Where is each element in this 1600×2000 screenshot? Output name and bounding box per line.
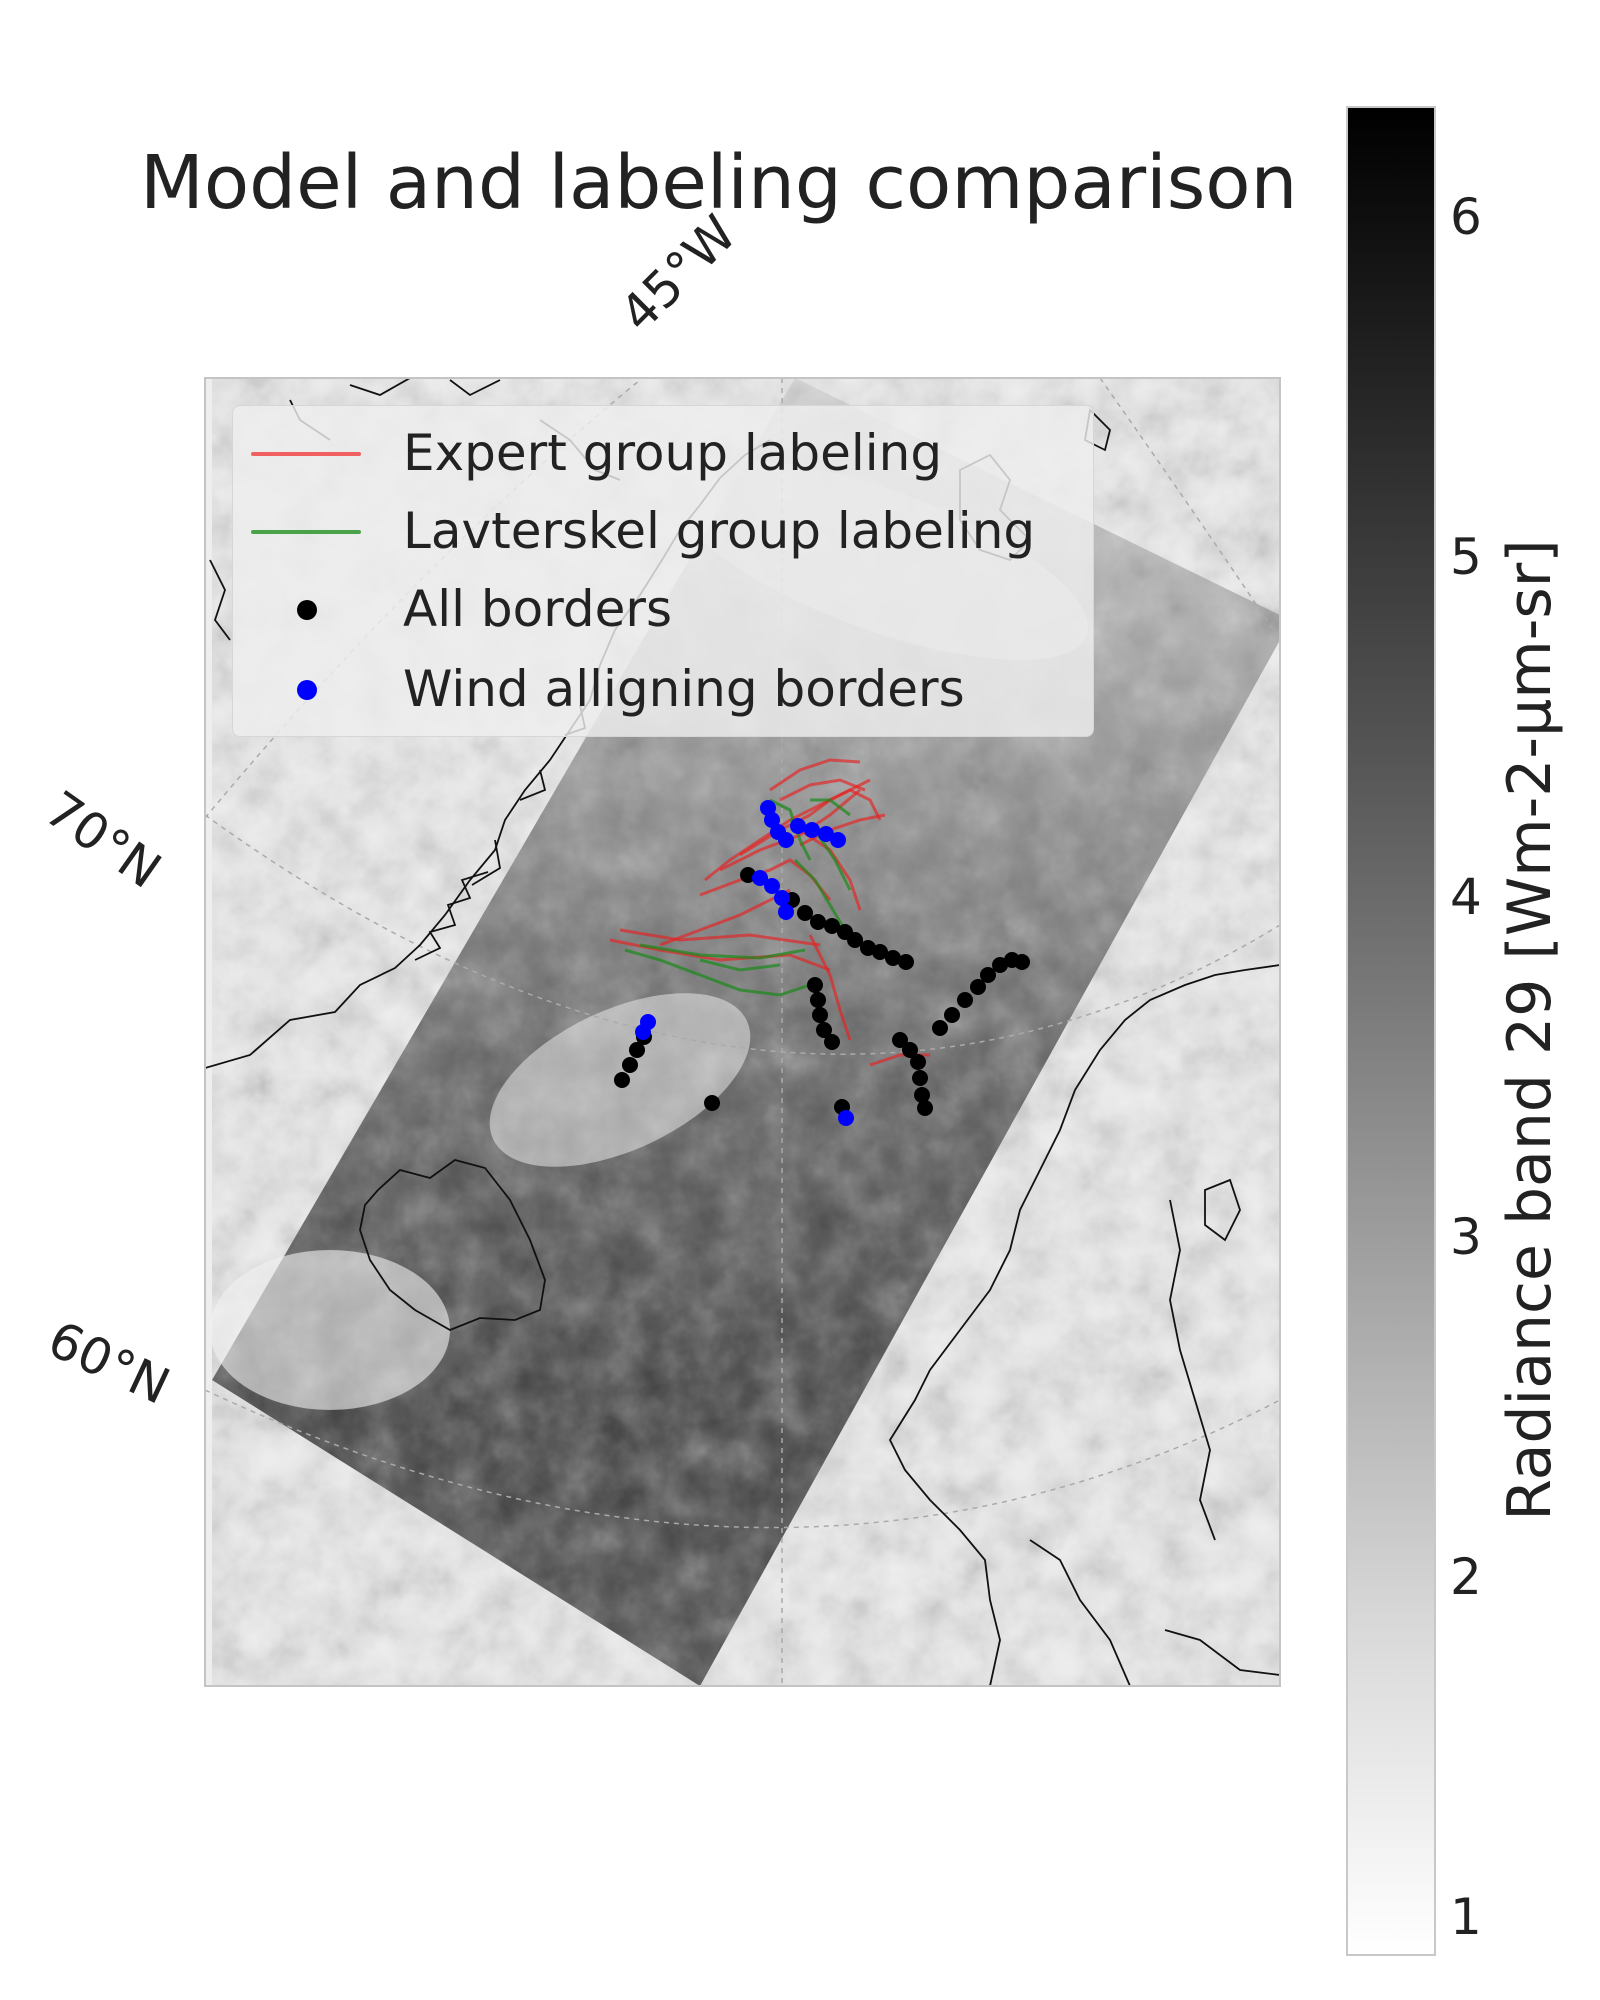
map-frame bbox=[204, 377, 1281, 1687]
legend-swatch-dot bbox=[297, 600, 317, 620]
iceland-coast bbox=[359, 1159, 546, 1331]
legend-item-lavterskel: Lavterskel group labeling bbox=[233, 496, 1093, 566]
legend-item-all-borders: All borders bbox=[233, 574, 1093, 644]
cloud-swirl bbox=[210, 1250, 450, 1410]
legend-label: Wind alligning borders bbox=[403, 660, 965, 718]
legend-item-wind-aligning: Wind alligning borders bbox=[233, 654, 1093, 724]
colorbar-tick: 5 bbox=[1450, 528, 1482, 586]
wind-aligning-borders bbox=[635, 800, 854, 1126]
colorbar-tick: 2 bbox=[1450, 1548, 1482, 1606]
colorbar-tick: 6 bbox=[1450, 188, 1482, 246]
all-borders bbox=[614, 867, 1030, 1116]
legend: Expert group labeling Lavterskel group l… bbox=[232, 405, 1094, 737]
colorbar-label: Radiance band 29 [Wm-2-µm-sr] bbox=[1495, 539, 1565, 1521]
scandinavia-inland bbox=[1029, 1199, 1280, 1686]
legend-swatch-line bbox=[251, 452, 361, 456]
legend-label: Expert group labeling bbox=[403, 424, 943, 482]
colorbar-tick: 4 bbox=[1450, 868, 1482, 926]
legend-label: All borders bbox=[403, 580, 672, 638]
legend-swatch-line bbox=[251, 530, 361, 534]
legend-item-expert: Expert group labeling bbox=[233, 418, 1093, 488]
chart-title: Model and labeling comparison bbox=[140, 140, 1298, 226]
colorbar-tick: 3 bbox=[1450, 1208, 1482, 1266]
greenland-fjords bbox=[414, 704, 587, 961]
norway-coast bbox=[888, 964, 1280, 1686]
legend-swatch-dot bbox=[297, 680, 317, 700]
lake-outline bbox=[1204, 1178, 1241, 1242]
colorbar-tick: 1 bbox=[1450, 1888, 1482, 1946]
legend-label: Lavterskel group labeling bbox=[403, 502, 1036, 560]
lavterskel-labels bbox=[624, 798, 852, 997]
colorbar bbox=[1346, 106, 1436, 1956]
